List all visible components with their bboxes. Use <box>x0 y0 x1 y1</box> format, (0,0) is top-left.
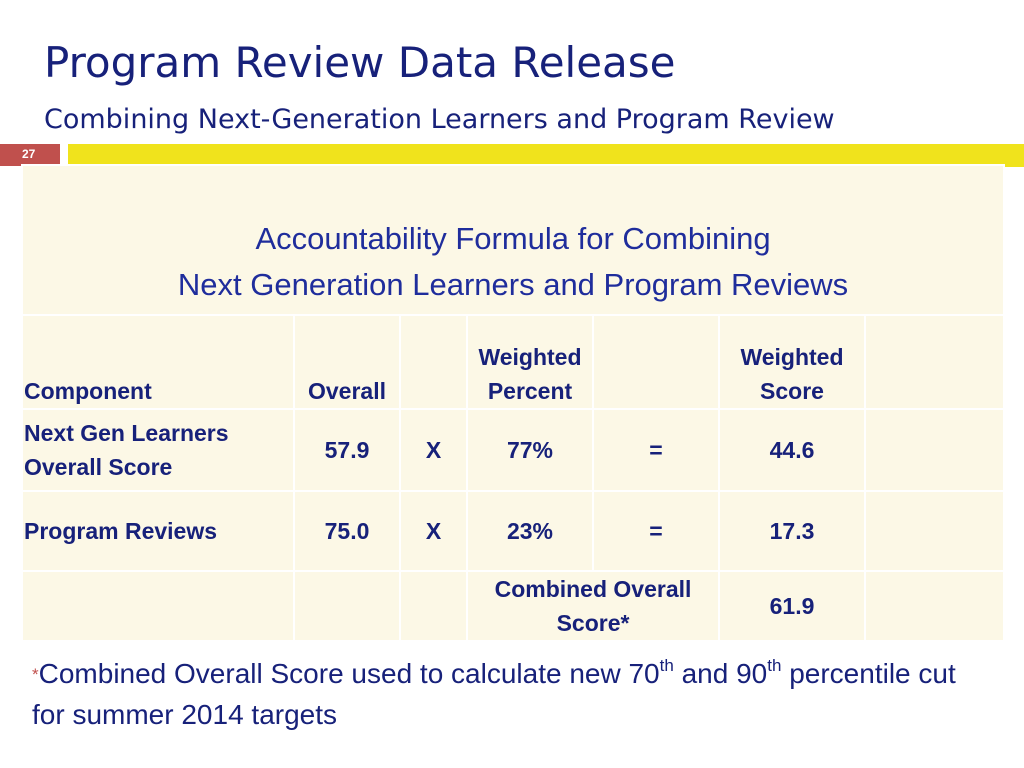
table-header-row: Component Overall Weighted Percent Weigh… <box>21 314 1006 410</box>
table-row: Next Gen Learners Overall Score 57.9 X 7… <box>21 408 1006 492</box>
header-empty <box>863 314 1006 410</box>
table-title-line2: Next Generation Learners and Program Rev… <box>177 267 849 302</box>
row-operator: X <box>399 408 468 492</box>
row-equals: = <box>592 490 720 572</box>
table-title-line1: Accountability Formula for Combining <box>255 221 771 256</box>
table-title: Accountability Formula for Combining Nex… <box>20 164 1006 316</box>
footnote-text-2: and 90 <box>673 658 768 689</box>
total-empty <box>863 570 1006 642</box>
header-weighted-percent: Weighted Percent <box>466 314 594 410</box>
row-empty <box>863 490 1006 572</box>
page-number-badge: 27 <box>0 144 60 166</box>
header-overall: Overall <box>293 314 401 410</box>
total-value: 61.9 <box>718 570 866 642</box>
footnote: *Combined Overall Score used to calculat… <box>32 654 992 735</box>
total-empty <box>21 570 295 642</box>
footnote-marker: * <box>32 665 39 684</box>
row-component-line2: Overall Score <box>24 454 173 480</box>
table-total-row: Combined Overall Score* 61.9 <box>21 570 1006 642</box>
footnote-line2: for summer 2014 targets <box>32 699 338 730</box>
row-weighted-score: 17.3 <box>718 490 866 572</box>
table-title-row: Accountability Formula for Combining Nex… <box>20 164 1006 316</box>
row-weighted-percent: 77% <box>466 408 594 492</box>
total-empty <box>293 570 401 642</box>
header-weighted-percent-line1: Weighted <box>478 344 582 370</box>
row-empty <box>863 408 1006 492</box>
total-label: Combined Overall Score* <box>466 570 720 642</box>
footnote-line1: *Combined Overall Score used to calculat… <box>32 654 992 695</box>
row-component: Next Gen Learners Overall Score <box>21 408 295 492</box>
header-component: Component <box>21 314 295 410</box>
row-equals: = <box>592 408 720 492</box>
row-component-line1: Next Gen Learners <box>24 420 229 446</box>
row-weighted-score: 44.6 <box>718 408 866 492</box>
row-operator: X <box>399 490 468 572</box>
slide-subtitle: Combining Next-Generation Learners and P… <box>44 104 835 135</box>
row-weighted-percent: 23% <box>466 490 594 572</box>
accountability-formula-table: Accountability Formula for Combining Nex… <box>20 164 1006 642</box>
header-weighted-score: Weighted Score <box>718 314 866 410</box>
row-component: Program Reviews <box>21 490 295 572</box>
header-weighted-score-line2: Score <box>760 378 824 404</box>
footnote-text-3: percentile cut <box>781 658 956 689</box>
total-label-line1: Combined Overall <box>494 576 692 602</box>
header-weighted-percent-line2: Percent <box>487 378 573 404</box>
total-label-line2: Score* <box>556 610 630 636</box>
total-empty <box>399 570 468 642</box>
table-row: Program Reviews 75.0 X 23% = 17.3 <box>21 490 1006 572</box>
header-empty <box>592 314 720 410</box>
row-overall: 75.0 <box>293 490 401 572</box>
header-empty <box>399 314 468 410</box>
row-overall: 57.9 <box>293 408 401 492</box>
footnote-superscript-2: th <box>767 656 782 675</box>
slide-title: Program Review Data Release <box>44 38 676 87</box>
footnote-superscript-1: th <box>659 656 674 675</box>
footnote-text-1: Combined Overall Score used to calculate… <box>38 658 660 689</box>
accent-bar <box>68 144 1024 167</box>
header-weighted-score-line1: Weighted <box>740 344 844 370</box>
